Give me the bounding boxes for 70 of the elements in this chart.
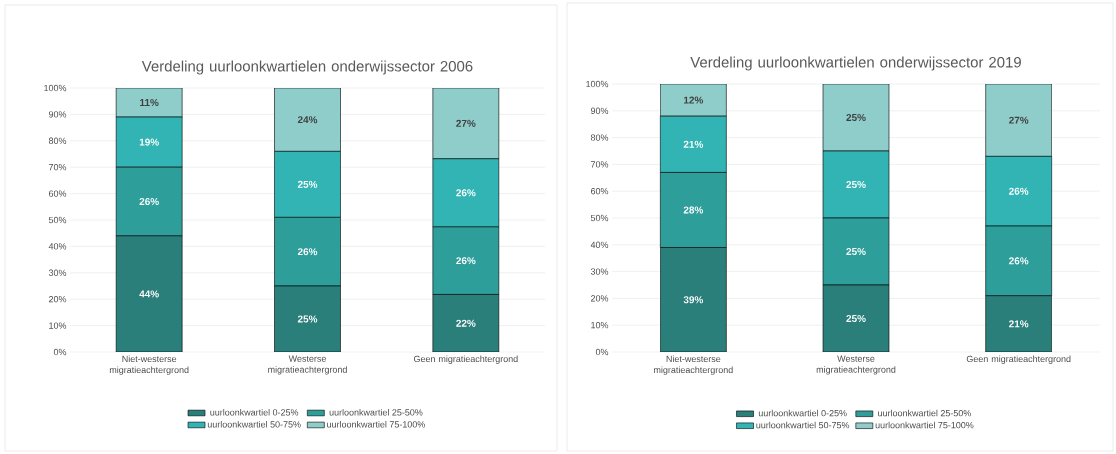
data-label: 27% <box>1009 116 1029 124</box>
data-label: 24% <box>297 116 318 124</box>
legend-label: uurloonkwartiel 0-25% <box>210 408 299 416</box>
data-label: 26% <box>139 197 159 206</box>
data-label: 25% <box>297 315 318 323</box>
bar <box>432 294 500 352</box>
y-tick-label: 10% <box>49 322 67 329</box>
bar <box>432 88 500 160</box>
x-tick-label: Niet-westerse migratieachtergrond <box>654 355 733 375</box>
y-tick-label: 50% <box>48 216 67 224</box>
y-tick-label: 70% <box>591 161 609 168</box>
data-label: 28% <box>683 206 704 214</box>
y-tick-label: 0% <box>595 348 609 356</box>
legend-label: uurloonkwartiel 75-100% <box>875 421 974 429</box>
data-label: 26% <box>456 257 476 265</box>
data-label: 26% <box>297 248 318 256</box>
y-tick-label: 80% <box>590 134 609 141</box>
data-label: 26% <box>1009 187 1029 195</box>
legend-label: uurloonkwartiel 25-50% <box>329 408 423 416</box>
data-label: 25% <box>846 180 866 189</box>
legend-label: uurloonkwartiel 0-25% <box>758 409 847 417</box>
x-tick-label: Westerse migratieachtergrond <box>268 355 347 375</box>
y-tick-label: 80% <box>48 137 67 144</box>
data-label: 25% <box>846 314 866 323</box>
y-tick-label: 30% <box>590 268 609 275</box>
data-label: 25% <box>846 113 866 122</box>
y-tick-label: 90% <box>590 107 609 114</box>
legend-label: uurloonkwartiel 50-75% <box>207 420 301 428</box>
data-label: 21% <box>683 140 704 148</box>
legend-label: uurloonkwartiel 75-100% <box>327 420 425 428</box>
y-tick-label: 70% <box>48 164 67 171</box>
legend-label: uurloonkwartiel 50-75% <box>756 421 850 429</box>
bar <box>660 247 727 352</box>
bar <box>822 284 890 352</box>
data-label: 19% <box>139 138 159 146</box>
x-tick-label: Westerse migratieachtergrond <box>816 355 896 375</box>
y-tick-label: 40% <box>590 241 609 248</box>
y-tick-label: 40% <box>48 243 67 250</box>
bar <box>115 235 183 352</box>
legend-label: uurloonkwartiel 25-50% <box>878 409 971 417</box>
y-tick-label: 0% <box>53 348 67 356</box>
data-label: 26% <box>456 189 476 197</box>
x-tick-label: Niet-westerse migratieachtergrond <box>109 355 189 375</box>
data-label: 44% <box>139 290 159 298</box>
bar <box>274 285 341 352</box>
data-label: 22% <box>456 319 476 327</box>
y-tick-label: 30% <box>48 269 67 276</box>
data-label: 21% <box>1009 320 1029 328</box>
y-tick-label: 90% <box>48 111 67 118</box>
data-label: 25% <box>297 180 318 188</box>
data-label: 26% <box>1009 257 1029 265</box>
y-tick-label: 20% <box>591 295 609 302</box>
chart-title: Verdeling uurloonkwartielen onderwijssector 2019 <box>690 56 1021 71</box>
bar <box>985 295 1052 352</box>
data-label: 11% <box>140 99 159 107</box>
x-tick-label: Geen migratieachtergrond <box>966 355 1071 364</box>
data-label: 12% <box>684 96 704 104</box>
y-tick-label: 60% <box>591 188 609 195</box>
y-tick-label: 10% <box>591 322 609 329</box>
chart-title: Verdeling uurloonkwartielen onderwijssector 2006 <box>141 60 473 75</box>
y-tick-label: 100% <box>586 80 609 88</box>
y-tick-label: 20% <box>48 296 67 303</box>
y-tick-label: 50% <box>590 214 609 222</box>
y-tick-label: 100% <box>44 84 67 92</box>
x-tick-label: Geen migratieachtergrond <box>413 355 518 364</box>
data-label: 39% <box>683 296 704 304</box>
y-tick-label: 60% <box>48 190 67 197</box>
bar <box>274 88 341 152</box>
data-label: 27% <box>456 119 476 127</box>
data-label: 25% <box>846 247 866 256</box>
